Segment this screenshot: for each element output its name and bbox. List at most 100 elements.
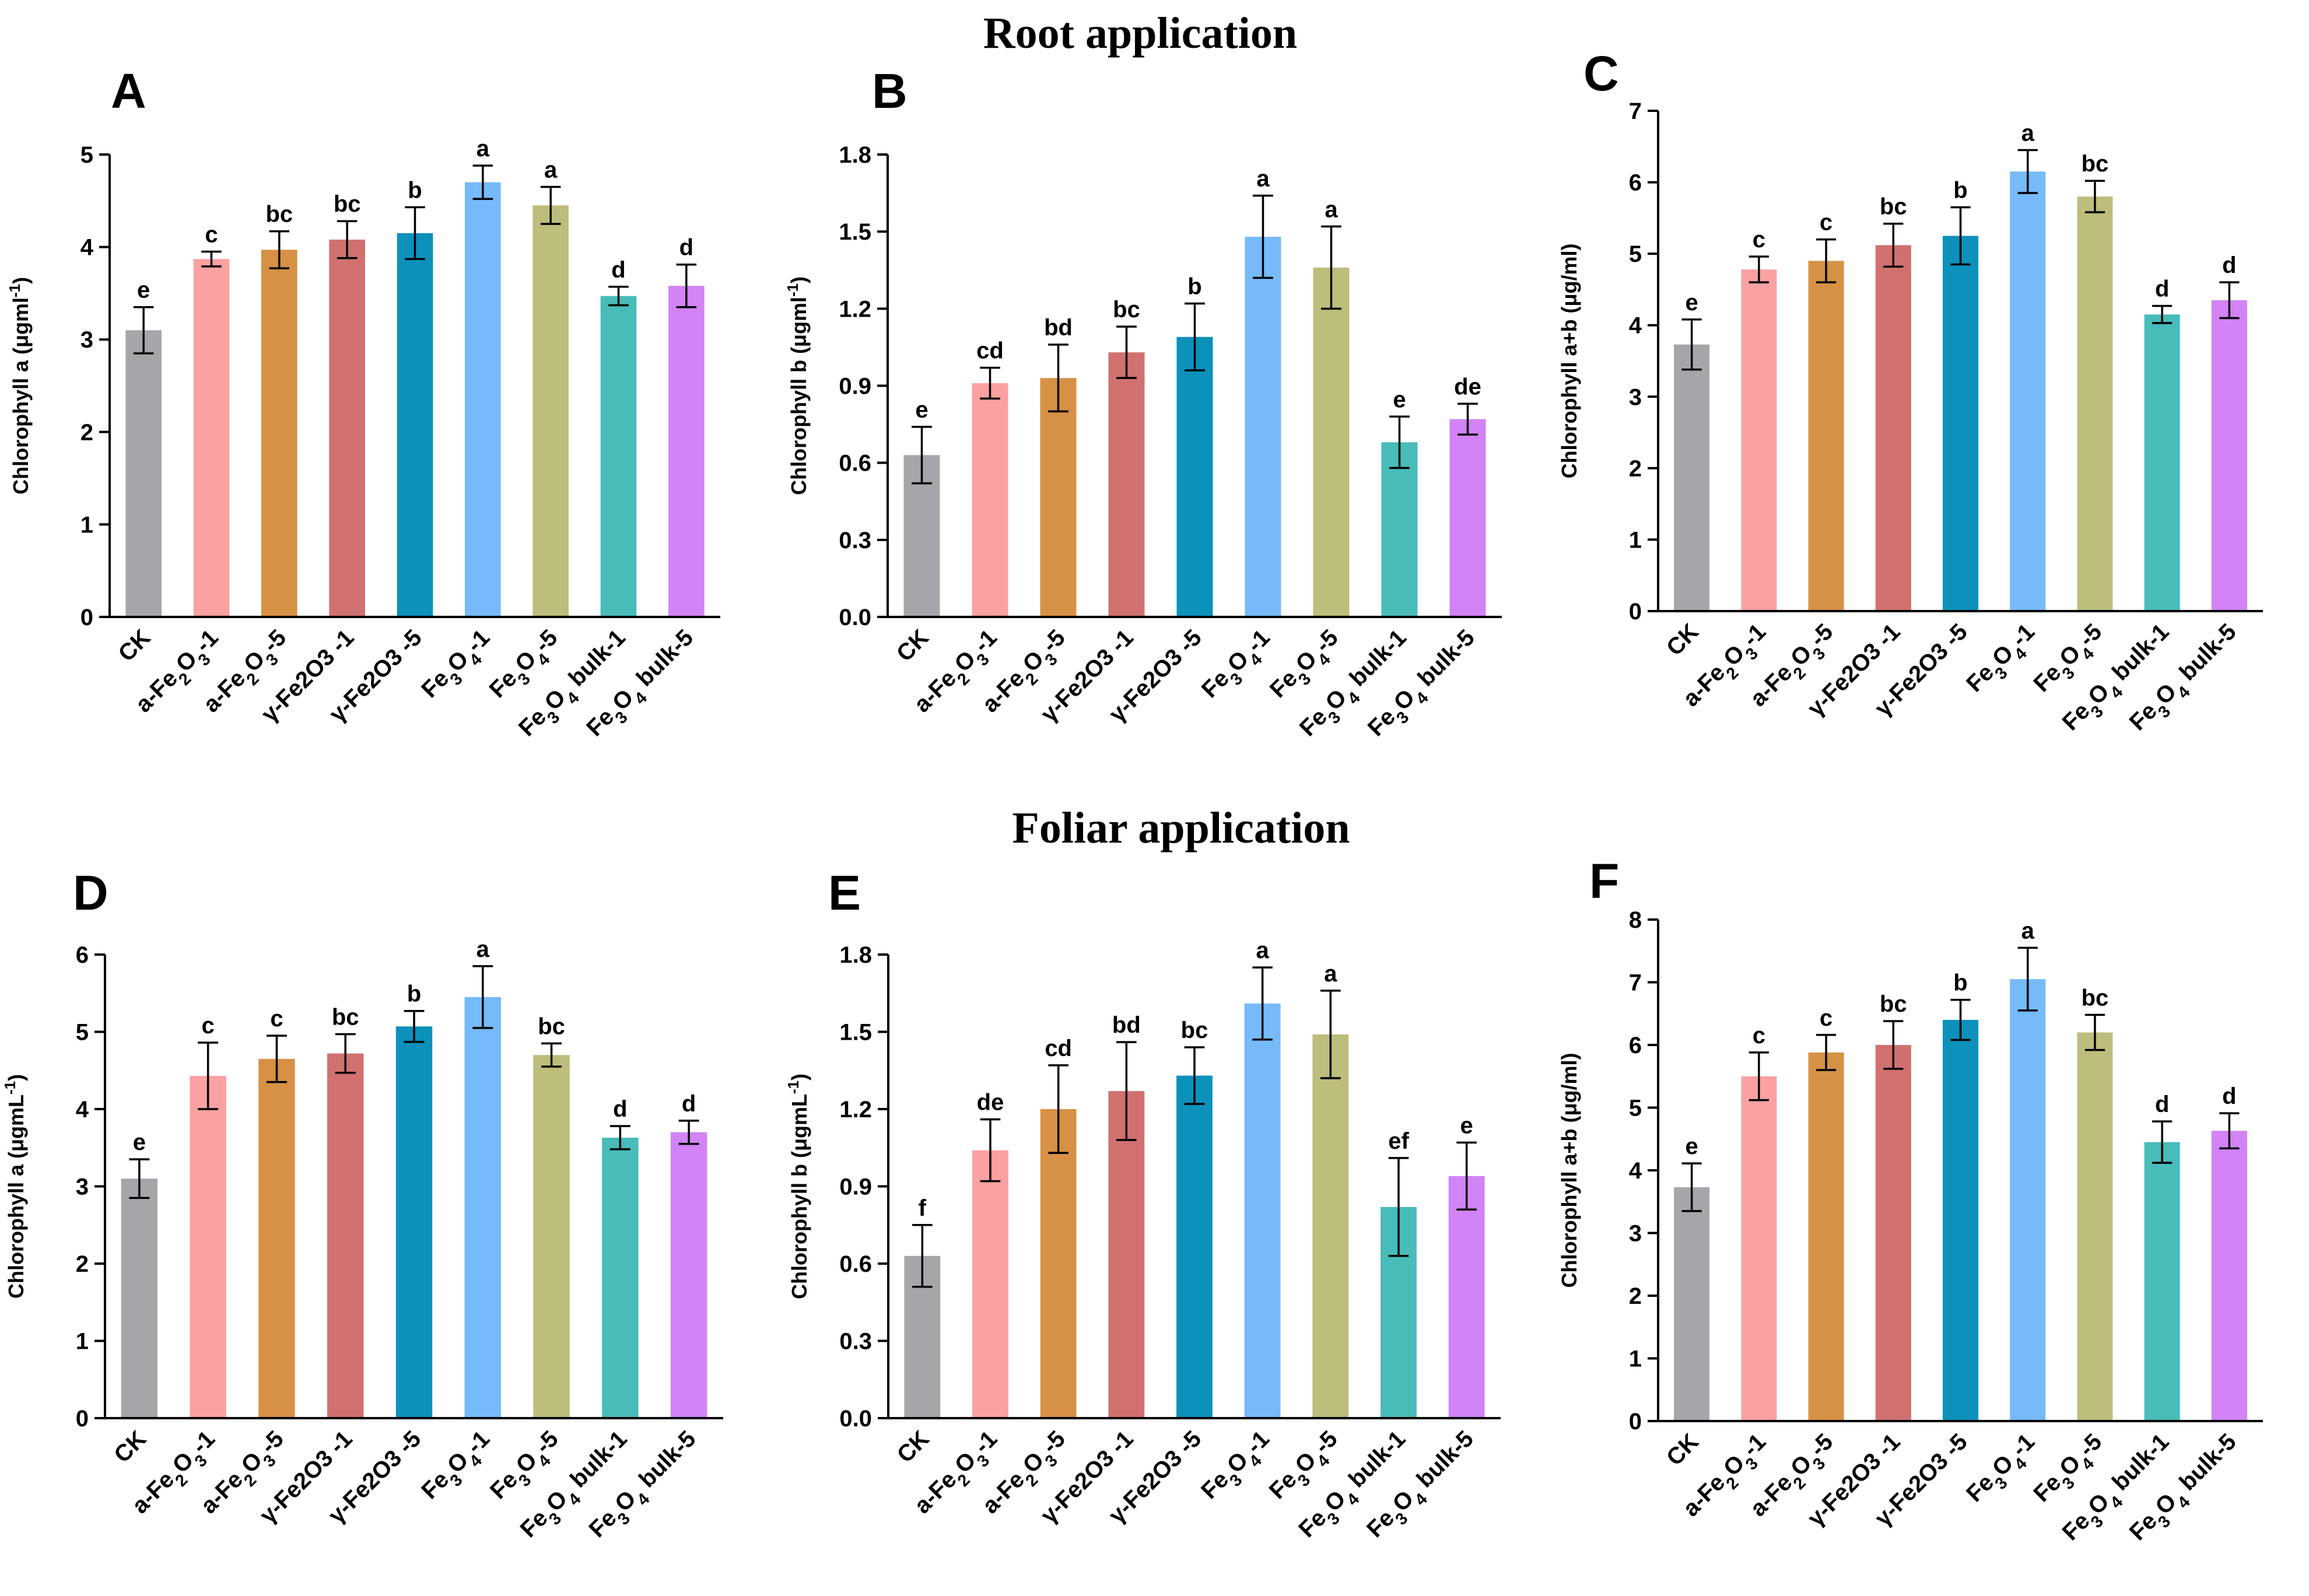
significance-letter: e (915, 397, 928, 423)
bar (1312, 1034, 1349, 1418)
x-tick-label: Fe3O4-1 (1196, 1426, 1280, 1510)
error-bar (133, 306, 154, 355)
y-tick-label: 0.0 (839, 1406, 872, 1432)
bar (1875, 245, 1911, 611)
y-tick-label: 5 (76, 1020, 89, 1046)
bar (2211, 300, 2247, 611)
bar (1808, 261, 1844, 611)
bar (1674, 344, 1710, 611)
error-bar (1388, 1157, 1409, 1257)
error-bar (2084, 1013, 2105, 1051)
significance-letter: de (977, 1090, 1004, 1116)
x-tick-label: Fe3O4 bulk-1 (514, 625, 636, 747)
significance-letter: d (679, 235, 693, 261)
bar (121, 1178, 158, 1418)
y-tick-label: 0.6 (839, 451, 871, 476)
error-bar (1883, 222, 1904, 268)
bar (1040, 378, 1077, 617)
error-bar (540, 185, 561, 225)
y-tick-label: 1.8 (839, 142, 871, 168)
x-tick-label: CK (892, 625, 934, 667)
y-tick-label: 0.9 (839, 374, 871, 399)
bar (1040, 1109, 1077, 1418)
significance-letter: c (270, 1006, 283, 1032)
bar (1449, 419, 1486, 617)
significance-letter: c (1820, 210, 1833, 236)
y-tick-label: 2 (1629, 1283, 1642, 1309)
significance-letter: a (2021, 120, 2035, 146)
bar (602, 1138, 639, 1418)
bar (1313, 267, 1350, 617)
significance-letter: e (1460, 1113, 1473, 1138)
bar (668, 286, 705, 617)
significance-letter: d (2222, 1083, 2236, 1109)
error-bar (1048, 343, 1068, 413)
y-axis-label: Chlorophyll a+b (μg/ml) (1557, 243, 1581, 478)
error-bar (1320, 990, 1341, 1079)
significance-letter: c (1820, 1005, 1833, 1031)
significance-letter: d (2155, 276, 2169, 302)
error-bar (335, 1033, 356, 1074)
error-bar (1749, 255, 1769, 283)
y-tick-label: 3 (1629, 384, 1642, 410)
error-bar (912, 426, 932, 485)
significance-letter: d (611, 257, 625, 283)
bar (2144, 1142, 2180, 1421)
error-bar (1681, 318, 1702, 371)
bar (465, 182, 501, 618)
x-tick-label: Fe3O4-1 (416, 1426, 500, 1510)
error-bar (1253, 194, 1273, 279)
y-tick-label: 0.6 (839, 1251, 872, 1277)
error-bar (2084, 180, 2105, 213)
y-tick-label: 1.2 (839, 1097, 872, 1123)
error-bar (1950, 998, 1971, 1041)
error-bar (1816, 1034, 1837, 1071)
significance-letter: ef (1388, 1128, 1409, 1154)
significance-letter: a (476, 136, 490, 162)
y-axis-label: Chlorophyll a (μgmL-1) (2, 1074, 28, 1299)
error-bar (2017, 149, 2038, 194)
significance-letter: bc (1880, 991, 1907, 1017)
y-tick-label: 4 (80, 235, 94, 261)
error-bar (1883, 1020, 1904, 1070)
error-bar (2017, 946, 2038, 1012)
bar (600, 296, 637, 618)
panel-letter: F (1589, 854, 1619, 909)
bar (190, 1076, 226, 1418)
y-tick-label: 8 (1629, 907, 1642, 933)
significance-letter: cd (1045, 1036, 1072, 1061)
bar (464, 997, 501, 1418)
significance-letter: a (2021, 918, 2035, 943)
error-bar (1116, 1041, 1137, 1141)
y-tick-label: 1 (76, 1329, 89, 1355)
significance-letter: b (1953, 970, 1967, 996)
y-tick-label: 3 (76, 1174, 89, 1200)
significance-letter: b (1187, 274, 1201, 300)
significance-letter: bc (538, 1013, 565, 1039)
bar (2144, 314, 2180, 611)
y-tick-label: 1.2 (839, 296, 871, 322)
bar (1245, 236, 1281, 617)
bar (1942, 236, 1979, 611)
error-bar (472, 164, 493, 200)
y-tick-label: 1 (80, 512, 93, 538)
error-bar (912, 1224, 933, 1288)
y-tick-label: 1 (1629, 527, 1642, 553)
bar (1875, 1045, 1911, 1421)
significance-letter: c (205, 222, 218, 248)
y-axis-label: Chlorophyll b (μgmL-1) (786, 1074, 811, 1299)
x-tick-label: CK (1662, 1429, 1704, 1471)
error-bar (1184, 1046, 1205, 1105)
y-axis-label: Chlorophyll b (μgml-1) (785, 276, 811, 495)
bar (1176, 1075, 1213, 1418)
section-title-root: Root application (983, 9, 1297, 58)
significance-letter: bc (334, 191, 361, 217)
y-tick-label: 0.3 (839, 1329, 872, 1355)
significance-letter: b (407, 981, 421, 1007)
bar (972, 383, 1008, 617)
bar (1108, 352, 1145, 617)
